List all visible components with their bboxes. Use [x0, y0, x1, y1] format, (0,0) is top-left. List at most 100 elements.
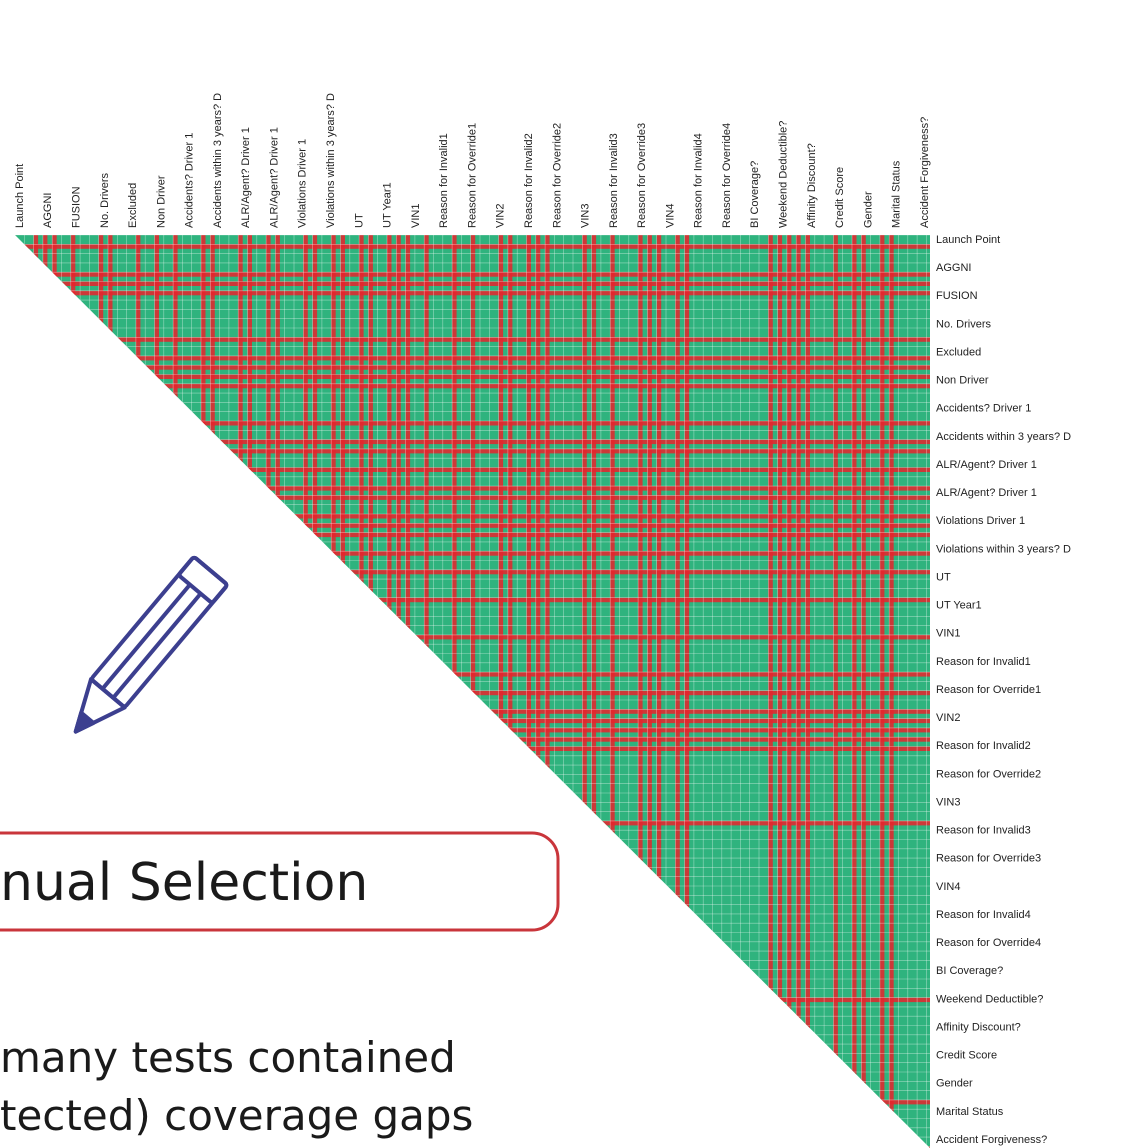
row-label: Violations Driver 1: [936, 515, 1025, 527]
column-label: VIN2: [495, 204, 507, 228]
column-label: Accidents within 3 years? D: [212, 93, 224, 228]
heatmap-stripe: [15, 272, 930, 277]
heatmap-stripe: [15, 514, 930, 519]
column-label: VIN4: [664, 204, 676, 228]
heatmap-stripe: [15, 374, 930, 379]
heatmap-stripe: [331, 235, 336, 1148]
column-label: Reason for Invalid1: [438, 133, 450, 228]
row-label: UT: [936, 571, 951, 583]
row-label: VIN2: [936, 712, 960, 724]
heatmap-stripe: [201, 235, 206, 1148]
column-label: UT: [353, 213, 365, 228]
heatmap-stripe: [15, 448, 930, 454]
row-label: BI Coverage?: [936, 965, 1003, 977]
heatmap-stripe: [15, 997, 930, 1003]
heatmap-stripe: [15, 709, 930, 714]
row-label: Accident Forgiveness?: [936, 1134, 1047, 1146]
heatmap-stripe: [15, 365, 930, 370]
heatmap-stripe: [98, 235, 104, 1148]
column-label: Accident Forgiveness?: [919, 117, 931, 228]
row-label: Reason for Override3: [936, 853, 1041, 865]
heatmap-stripe: [33, 235, 39, 1148]
row-label: Gender: [936, 1078, 973, 1090]
column-label: VIN3: [580, 204, 592, 228]
row-label: Reason for Override4: [936, 937, 1041, 949]
column-label: Gender: [862, 191, 874, 228]
row-label: FUSION: [936, 290, 978, 302]
column-label: Reason for Override2: [551, 123, 563, 228]
row-label: Reason for Invalid4: [936, 909, 1031, 921]
pencil-icon: [73, 555, 229, 734]
heatmap-stripe: [15, 290, 930, 296]
heatmap-stripe: [15, 532, 930, 538]
heatmap-stripe: [42, 235, 48, 1148]
heatmap: [15, 235, 930, 1148]
heatmap-stripe: [15, 439, 930, 445]
heatmap-stripe: [368, 235, 373, 1148]
heatmap-stripe: [247, 235, 252, 1148]
heatmap-stripe: [15, 523, 930, 528]
column-label: Reason for Invalid2: [523, 133, 535, 228]
heatmap-stripe: [15, 746, 930, 751]
column-label: BI Coverage?: [749, 161, 761, 228]
heatmap-stripe: [15, 244, 930, 249]
heatmap-stripe: [387, 235, 392, 1148]
heatmap-stripe: [154, 235, 159, 1148]
column-label: Reason for Invalid4: [693, 133, 705, 228]
row-label: Reason for Invalid3: [936, 825, 1031, 837]
column-label: Reason for Override1: [466, 123, 478, 228]
heatmap-stripe: [303, 235, 308, 1148]
heatmap-stripe: [15, 690, 930, 696]
column-label: AGGNI: [42, 193, 54, 228]
heatmap-stripe: [15, 337, 930, 342]
row-label: Launch Point: [936, 234, 1000, 246]
heatmap-stripe: [15, 718, 930, 724]
callout-title: nual Selection: [0, 853, 368, 913]
heatmap-stripe: [15, 486, 930, 491]
heatmap-stripe: [15, 737, 930, 742]
column-label: Marital Status: [891, 160, 903, 228]
column-label: VIN1: [410, 204, 422, 228]
heatmap-stripe: [15, 820, 930, 826]
heatmap-stripe: [15, 727, 930, 733]
column-label: Weekend Deductible?: [778, 121, 790, 228]
heatmap-stripe: [15, 421, 930, 426]
row-label: Excluded: [936, 346, 981, 358]
heatmap-stripe: [15, 672, 930, 677]
row-label: AGGNI: [936, 262, 971, 274]
row-label: Weekend Deductible?: [936, 993, 1043, 1005]
row-label: Reason for Override2: [936, 768, 1041, 780]
heatmap-stripe: [359, 235, 364, 1148]
column-label: No. Drivers: [99, 172, 111, 228]
body-text: many tests contained: [0, 1033, 456, 1082]
column-label: Excluded: [127, 183, 139, 228]
column-label: Accidents? Driver 1: [184, 133, 196, 228]
heatmap-stripe: [396, 235, 401, 1148]
heatmap-stripe: [238, 235, 243, 1148]
column-label: Reason for Override4: [721, 123, 733, 228]
column-label: Affinity Discount?: [806, 143, 818, 228]
row-label: ALR/Agent? Driver 1: [936, 487, 1037, 499]
row-label: Violations within 3 years? D: [936, 543, 1071, 555]
heatmap-stripe: [405, 235, 411, 1148]
heatmap-stripe: [15, 383, 930, 389]
heatmap-stripe: [452, 235, 457, 1148]
heatmap-stripe: [15, 569, 930, 575]
heatmap-stripe: [15, 495, 930, 500]
row-label: VIN1: [936, 628, 960, 640]
heatmap-stripe: [52, 235, 57, 1148]
column-label: Non Driver: [155, 175, 167, 228]
column-label: ALR/Agent? Driver 1: [268, 127, 280, 228]
heatmap-stripe: [70, 235, 76, 1148]
column-label: Reason for Invalid3: [608, 133, 620, 228]
column-label: Violations Driver 1: [297, 139, 309, 228]
heatmap-stripe: [275, 235, 280, 1148]
heatmap-stripe: [15, 551, 930, 556]
row-label: Affinity Discount?: [936, 1021, 1021, 1033]
heatmap-stripe: [266, 235, 271, 1148]
row-label: Reason for Override1: [936, 684, 1041, 696]
row-label: Accidents? Driver 1: [936, 403, 1031, 415]
heatmap-stripe: [15, 597, 930, 603]
heatmap-stripe: [15, 355, 930, 361]
